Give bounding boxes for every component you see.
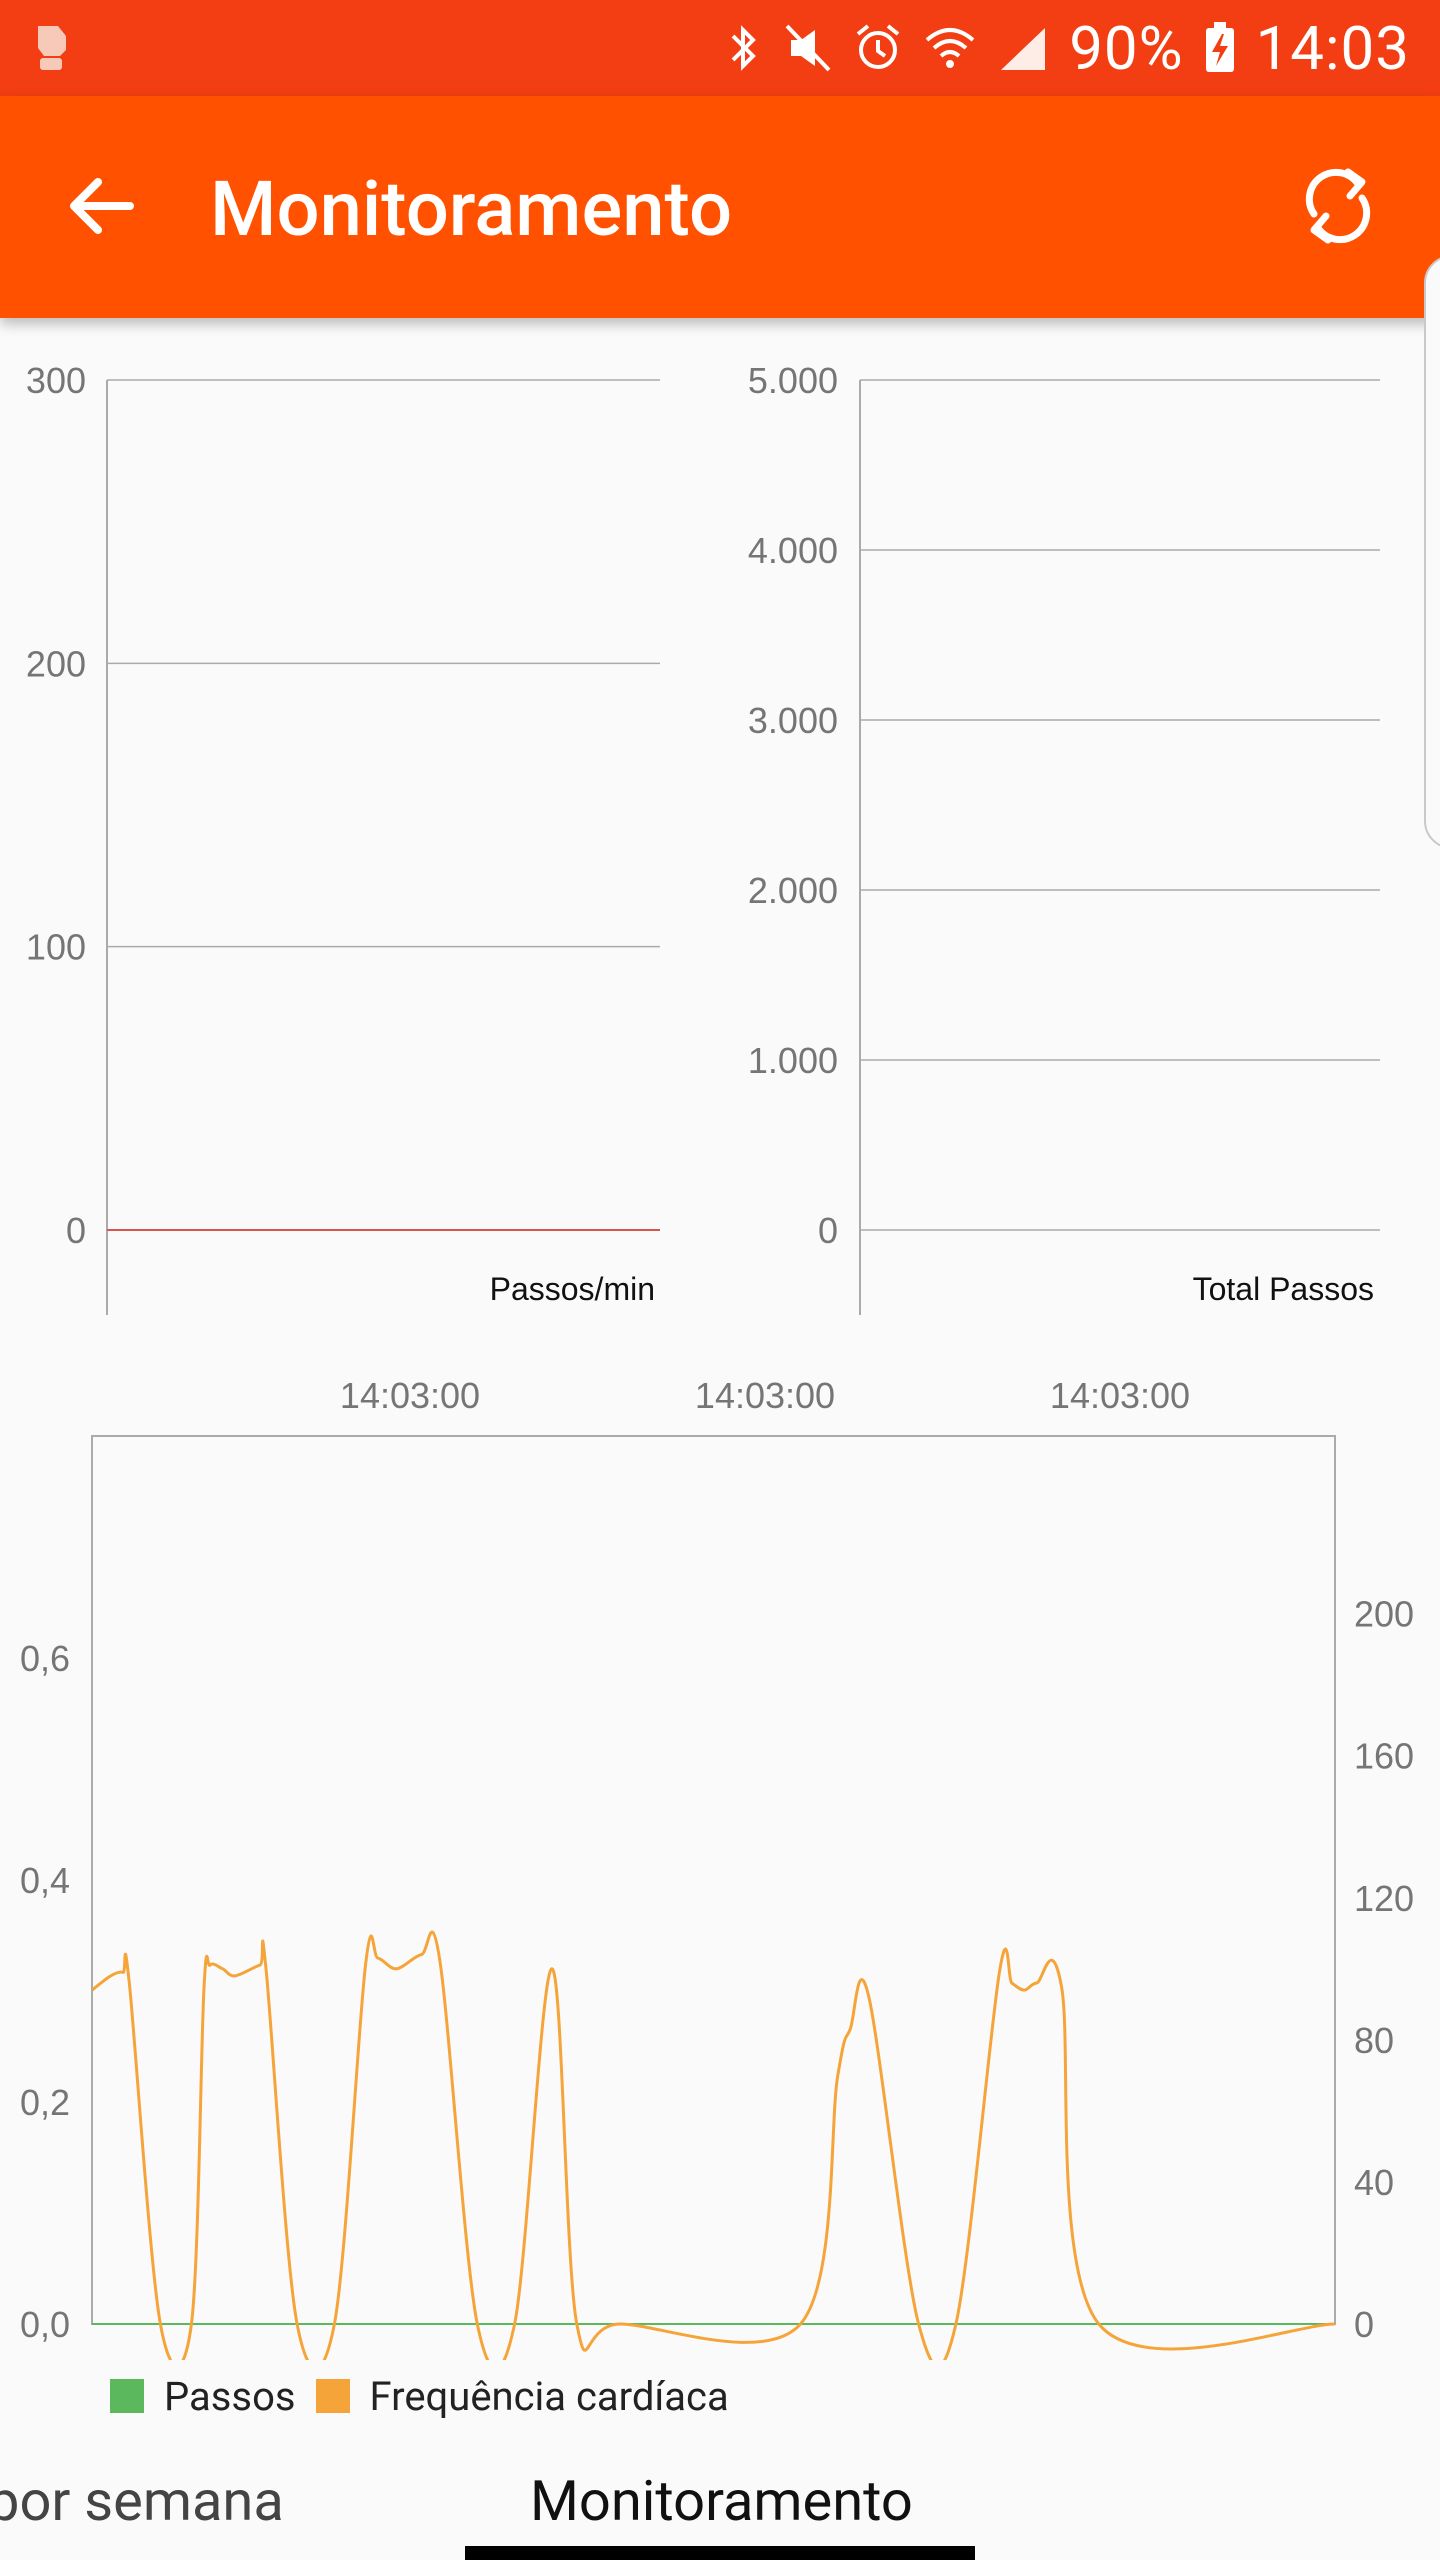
right-y-tick-label: 80	[1354, 2020, 1394, 2061]
chart3-frame	[91, 1435, 1336, 2325]
right-y-tick-label: 0	[1354, 2304, 1374, 2345]
bottom-tabs: por semana Monitoramento	[0, 2450, 1440, 2560]
right-y-tick-label: 160	[1354, 1736, 1414, 1777]
total-passos-chart: 5.000 4.000 3.000 2.000 1.000 0 Total Passos	[748, 360, 1380, 1315]
x-tick-label: 14:03:00	[340, 1375, 480, 1416]
bluetooth-icon	[731, 25, 757, 71]
right-y-tick-label: 120	[1354, 1878, 1414, 1919]
tab-por-semana[interactable]: por semana	[0, 2468, 284, 2534]
combined-chart: 14:03:00 14:03:00 14:03:00 0,6 0,4 0,2 0,0 20…	[20, 1375, 1414, 2360]
app-bar: Monitoramento	[0, 96, 1440, 318]
arrow-left-icon[interactable]	[52, 156, 152, 256]
chart-legend: Passos Frequência cardíaca	[110, 2366, 749, 2426]
legend-swatch-frequencia	[315, 2379, 350, 2413]
chart1-xlabel: Passos/min	[490, 1271, 655, 1307]
left-y-tick-label: 0,6	[20, 1638, 70, 1679]
y-tick-label: 4.000	[748, 530, 838, 571]
left-y-tick-label: 0,2	[20, 2082, 70, 2123]
y-tick-label: 2.000	[748, 870, 838, 911]
right-y-tick-label: 40	[1354, 2162, 1394, 2203]
y-tick-label: 300	[26, 360, 86, 401]
alarm-icon	[856, 24, 900, 69]
signal-icon	[1001, 28, 1046, 70]
legend-label-passos: Passos	[164, 2372, 296, 2420]
tab-indicator	[465, 2546, 975, 2560]
clock: 14:03	[1255, 12, 1410, 84]
y-tick-label: 0	[818, 1210, 838, 1251]
refresh-icon[interactable]	[1288, 156, 1388, 256]
y-tick-label: 3.000	[748, 700, 838, 741]
frequencia-line	[91, 1930, 1336, 2360]
battery-charging-icon	[1205, 22, 1234, 72]
x-tick-label: 14:03:00	[1050, 1375, 1190, 1416]
tab-monitoramento[interactable]: Monitoramento	[530, 2468, 913, 2534]
legend-label-frequencia: Frequência cardíaca	[369, 2372, 729, 2420]
passos-min-chart: 300 200 100 0 Passos/min	[26, 360, 660, 1315]
right-y-tick-label: 200	[1354, 1594, 1414, 1635]
y-tick-label: 0	[66, 1210, 86, 1251]
app-notification-icon	[38, 26, 66, 70]
page-title: Monitoramento	[210, 164, 733, 254]
left-y-tick-label: 0,0	[20, 2304, 70, 2345]
wifi-icon	[925, 28, 975, 68]
y-tick-label: 100	[26, 927, 86, 968]
mute-icon	[785, 24, 831, 72]
left-y-tick-label: 0,4	[20, 1860, 70, 1901]
x-tick-label: 14:03:00	[695, 1375, 835, 1416]
chart2-xlabel: Total Passos	[1193, 1271, 1374, 1307]
y-tick-label: 1.000	[748, 1040, 838, 1081]
battery-percent: 90%	[1069, 12, 1184, 84]
y-tick-label: 5.000	[748, 360, 838, 401]
legend-swatch-passos	[110, 2379, 144, 2413]
y-tick-label: 200	[26, 643, 86, 684]
status-bar: 90% 14:03	[0, 0, 1440, 96]
